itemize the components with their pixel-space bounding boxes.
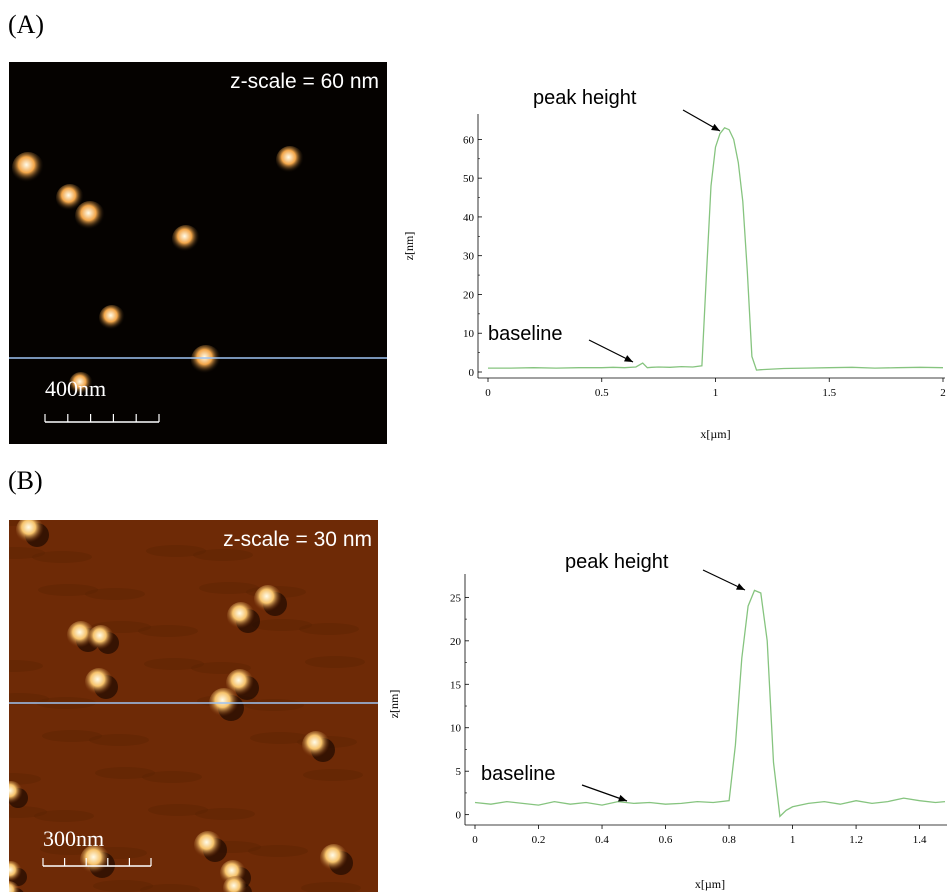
particle [227,602,255,630]
particle [85,668,113,696]
y-tick-label: 10 [463,328,475,340]
particle [88,625,114,651]
particle [12,152,44,184]
afm-texture [148,804,208,816]
particle [9,881,20,892]
afm-texture [93,880,153,892]
particle [191,345,221,375]
particle [302,731,330,759]
afm-texture [244,699,304,711]
afm-texture [42,730,102,742]
afm-background [9,520,378,892]
particle [75,201,105,231]
particle [99,305,125,331]
afm-texture [303,769,363,781]
afm-image-b: z-scale = 30 nm 300nm [9,520,378,892]
x-tick-label: 1.5 [822,387,836,399]
scale-bar-label-b: 300nm [43,826,105,851]
x-tick-label: 1 [713,387,719,399]
particle [320,844,348,872]
peak-height-annotation: peak height [533,87,637,109]
particle [69,372,93,396]
y-tick-label: 30 [463,251,475,263]
particle [67,621,95,649]
afm-texture [250,732,310,744]
panel-b-label: (B) [8,466,43,495]
afm-texture [144,658,204,670]
particle [9,781,23,805]
afm-texture [195,808,255,820]
panel-a-label: (A) [8,10,45,39]
afm-texture [193,549,253,561]
y-tick-label: 60 [463,134,475,146]
particle [254,585,282,613]
particle [9,861,22,883]
afm-texture [9,660,43,672]
annotation-arrowhead [711,123,720,131]
afm-texture [138,625,198,637]
afm-texture [89,734,149,746]
z-scale-label-b: z-scale = 30 nm [223,528,372,551]
afm-texture [199,582,259,594]
afm-texture [85,588,145,600]
afm-texture [252,619,312,631]
y-tick-label: 20 [463,289,475,301]
particle [80,845,110,875]
afm-texture [9,547,45,559]
particle [56,184,84,212]
afm-texture [301,882,361,892]
y-tick-label: 50 [463,173,475,185]
x-tick-label: 2 [940,387,946,399]
afm-texture [9,806,47,818]
z-scale-label-a: z-scale = 60 nm [230,70,379,93]
afm-texture [95,767,155,779]
y-tick-label: 0 [469,367,475,379]
afm-texture [142,771,202,783]
baseline-annotation: baseline [488,323,563,345]
y-tick-label: 40 [463,212,475,224]
x-axis-label: x[µm] [700,427,730,441]
scale-bar-label-a: 400nm [45,376,107,401]
afm-texture [140,884,200,892]
afm-texture [9,773,41,785]
afm-texture [38,584,98,596]
annotation-arrowhead [624,355,633,362]
afm-texture [299,623,359,635]
profile-line [488,127,944,371]
afm-texture [305,656,365,668]
afm-image-a: z-scale = 60 nm 400nm [9,62,387,444]
particle [226,669,254,697]
particle [172,225,200,253]
afm-texture [9,693,49,705]
afm-texture [34,810,94,822]
afm-texture [32,551,92,563]
particle [223,876,247,892]
afm-texture [248,845,308,857]
x-tick-label: 0.5 [595,387,609,399]
particle [276,146,304,174]
particle [194,831,222,859]
particle [16,520,44,544]
afm-texture [146,545,206,557]
x-tick-label: 0 [485,387,491,399]
y-axis-label: z[nm] [402,232,416,261]
